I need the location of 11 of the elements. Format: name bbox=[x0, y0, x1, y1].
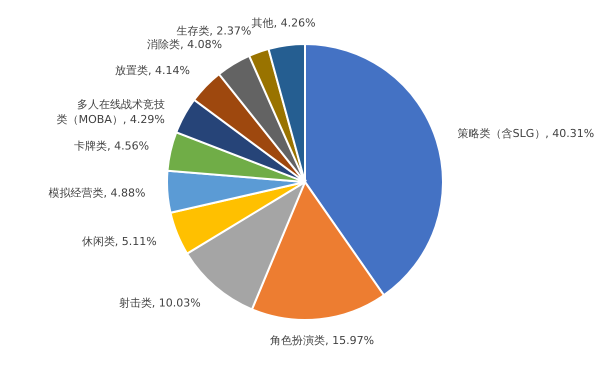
slice-label: 卡牌类, 4.56% bbox=[74, 139, 150, 152]
slice-label: 角色扮演类, 15.97% bbox=[270, 334, 374, 348]
slice-label: 其他, 4.26% bbox=[252, 16, 316, 30]
slice-label: 生存类, 2.37% bbox=[176, 24, 252, 38]
slice-label: 策略类（含SLG）, 40.31% bbox=[458, 127, 594, 140]
slice-label: 休闲类, 5.11% bbox=[82, 235, 157, 248]
slice-label: 模拟经营类, 4.88% bbox=[48, 186, 146, 200]
slice-label: 放置类, 4.14% bbox=[114, 64, 190, 77]
slice-label: 多人在线战术竞技类（MOBA）, 4.29% bbox=[56, 98, 165, 126]
slice-label: 射击类, 10.03% bbox=[118, 296, 201, 310]
slice-label: 消除类, 4.08% bbox=[147, 38, 222, 52]
